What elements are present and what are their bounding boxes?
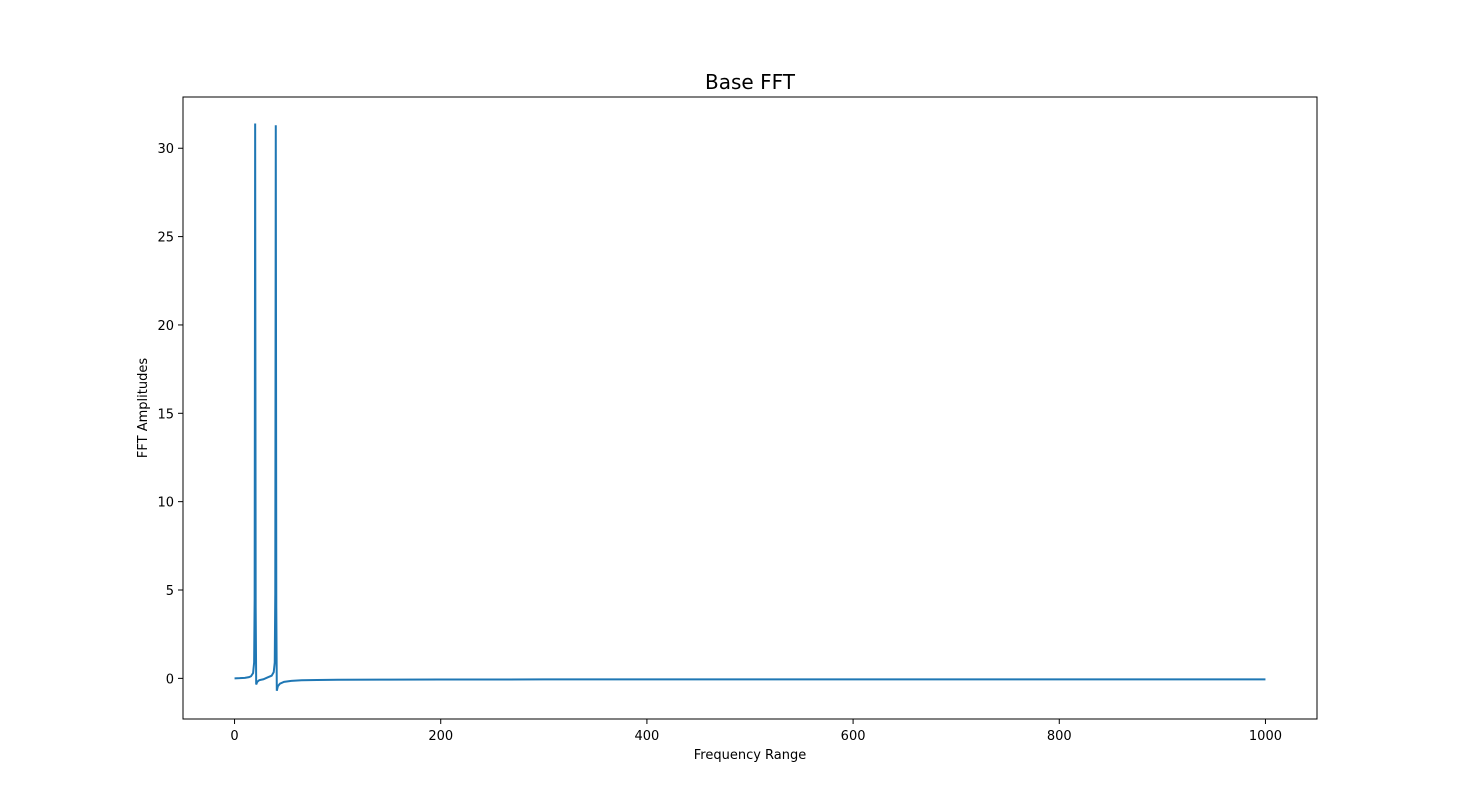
y-tick-label: 20 xyxy=(157,319,174,334)
chart-title: Base FFT xyxy=(705,70,796,94)
x-tick-label: 1000 xyxy=(1249,729,1282,744)
y-tick-label: 0 xyxy=(166,672,174,687)
y-tick-label: 25 xyxy=(157,231,174,246)
x-tick-label: 400 xyxy=(634,729,659,744)
y-axis-ticks: 0 5 10 15 20 25 30 xyxy=(157,142,183,687)
y-tick-label: 5 xyxy=(166,584,174,599)
y-tick-label: 30 xyxy=(157,142,174,157)
y-tick-label: 10 xyxy=(157,496,174,511)
x-tick-label: 0 xyxy=(230,729,238,744)
y-tick-label: 15 xyxy=(157,407,174,422)
x-tick-label: 600 xyxy=(841,729,866,744)
x-axis-ticks: 0 200 400 600 800 1000 xyxy=(230,719,1282,744)
x-tick-label: 200 xyxy=(428,729,453,744)
y-axis-label: FFT Amplitudes xyxy=(136,358,151,458)
plot-frame xyxy=(182,96,1318,720)
x-axis-label: Frequency Range xyxy=(694,748,807,763)
x-tick-label: 800 xyxy=(1047,729,1072,744)
fft-amplitude-line xyxy=(234,123,1266,691)
